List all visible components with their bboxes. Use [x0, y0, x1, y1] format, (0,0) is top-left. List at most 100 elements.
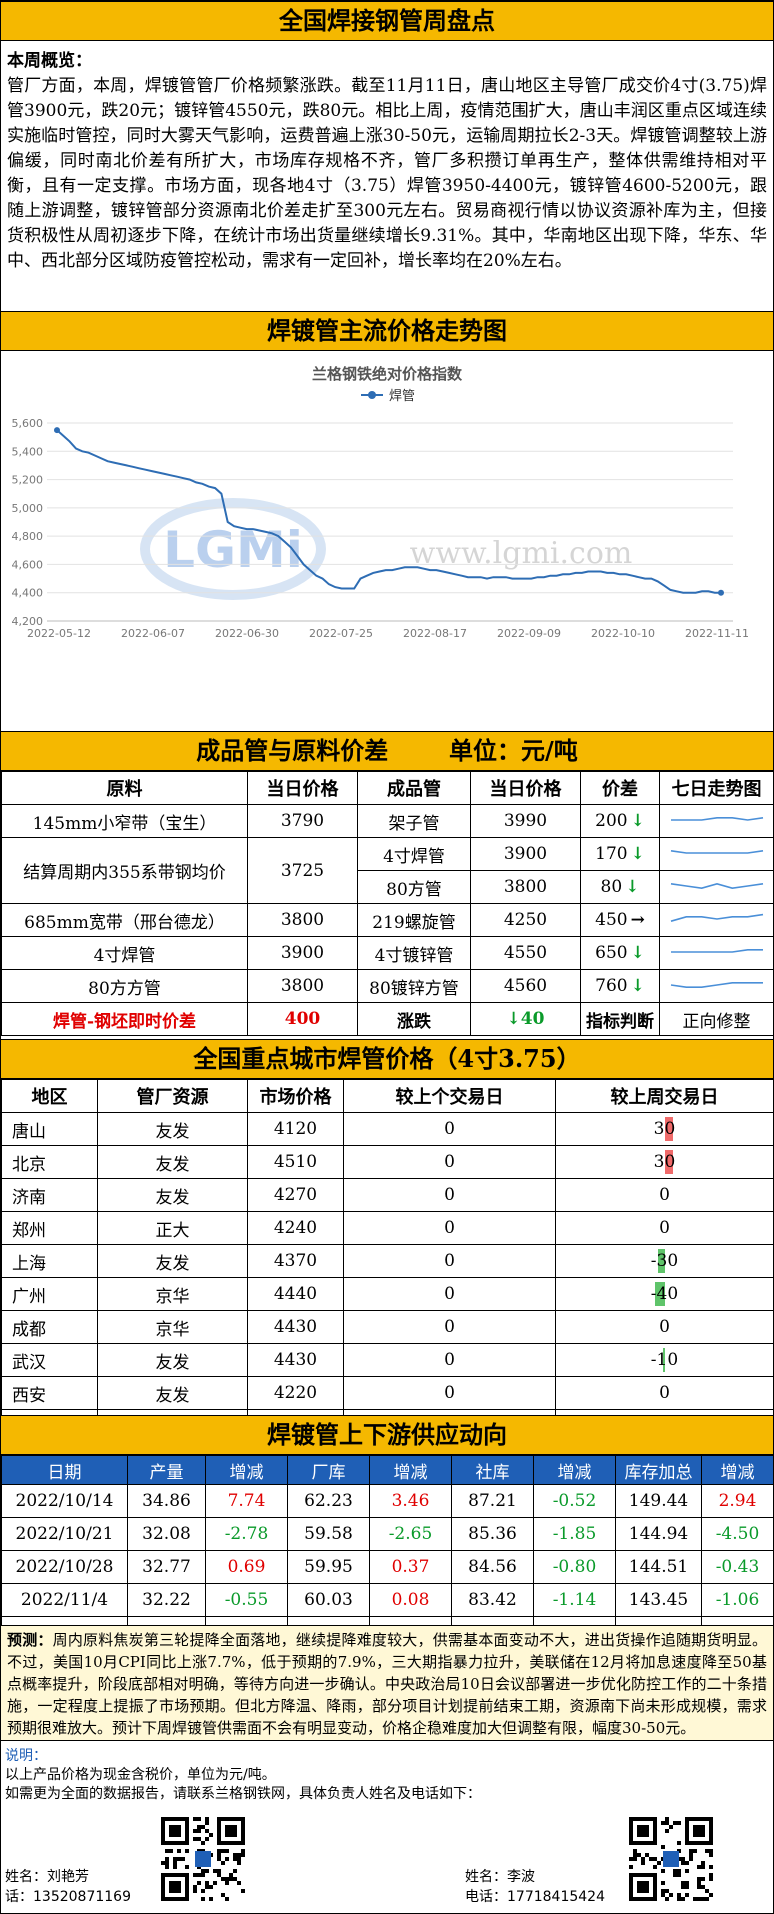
spread-value: 650 ↓ [580, 936, 660, 970]
market-price: 4510 [247, 1145, 344, 1179]
change-bar [665, 1150, 673, 1174]
arrow-down-icon: ↓ [630, 943, 645, 963]
supply-social: 83.42 [451, 1583, 534, 1617]
col-mill: 管厂资源 [97, 1079, 248, 1113]
market-price: 4240 [247, 1211, 344, 1245]
chart-title: 兰格钢铁绝对价格指数 [312, 365, 463, 383]
city-row: 唐山 友发 4120 0 30 [1, 1112, 774, 1146]
supply-date: 2022/11/4 [1, 1583, 128, 1617]
product-price: 3800 [470, 870, 581, 904]
supply-total: 144.94 [615, 1517, 702, 1551]
spread-table: 原料 当日价格 成品管 当日价格 价差 七日走势图 145mm小窄带（宝生） 37… [1, 771, 774, 1036]
supply-date: 2022/10/14 [1, 1484, 128, 1518]
product-name: 80方管 [357, 870, 471, 904]
y-tick-label: 4,600 [12, 558, 44, 571]
market-price: 4430 [247, 1343, 344, 1377]
y-tick-label: 5,200 [12, 474, 44, 487]
supply-c4: -1.06 [701, 1583, 774, 1617]
supply-mill: 59.58 [287, 1517, 370, 1551]
supply-social: 87.21 [451, 1484, 534, 1518]
supply-c3: -1.14 [533, 1583, 616, 1617]
supply-section-header: 焊镀管上下游供应动向 [1, 1415, 773, 1455]
y-tick-label: 5,600 [12, 417, 44, 430]
x-tick-label: 2022-11-11 [685, 627, 749, 640]
supply-mill: 60.03 [287, 1583, 370, 1617]
spread-unit: 单位：元/吨 [448, 736, 578, 765]
supply-col: 日期 [1, 1455, 128, 1485]
sparkline [670, 949, 763, 953]
sparkline-cell [659, 969, 774, 1003]
region: 广州 [1, 1277, 98, 1311]
arrow-down-icon: ↓ [630, 811, 645, 831]
watermark-logo: LGMi [163, 521, 303, 579]
y-tick-label: 4,400 [12, 587, 44, 600]
mill: 友发 [97, 1244, 248, 1278]
city-row: 武汉 友发 4430 0 -10 [1, 1343, 774, 1377]
mill: 京华 [97, 1277, 248, 1311]
region: 济南 [1, 1178, 98, 1212]
y-tick-label: 4,800 [12, 530, 44, 543]
raw-name: 685mm宽带（邢台德龙） [1, 903, 248, 937]
sparkline [670, 982, 763, 988]
notes-line2: 如需更为全面的数据报告，请联系兰格钢铁网，具体负责人姓名及电话如下： [5, 1786, 481, 1802]
indicator-value: 正向修整 [659, 1002, 774, 1036]
col-region: 地区 [1, 1079, 98, 1113]
x-tick-label: 2022-09-09 [497, 627, 561, 640]
supply-c1: 0.69 [205, 1550, 288, 1584]
vs-prev-week-value: 0 [659, 1185, 670, 1205]
arrow-down-icon: ↓ [630, 976, 645, 996]
supply-total: 143.45 [615, 1583, 702, 1617]
supply-table: 日期 产量 增减 厂库 增减 社库 增减 库存加总 增减 2022/10/14 34.86 7.74… [1, 1455, 774, 1650]
col-spark: 七日走势图 [659, 771, 774, 805]
product-name: 219螺旋管 [357, 903, 471, 937]
contact-2: 姓名：李波 电话：17718415424 [465, 1867, 605, 1907]
vs-prev-week: -10 [555, 1343, 774, 1377]
price-trend-chart: 兰格钢铁绝对价格指数 焊管 LGMi www.lgmi.com 4,200 4,4… [12, 365, 749, 640]
market-price: 4220 [247, 1376, 344, 1410]
raw-name: 145mm小窄带（宝生） [1, 804, 248, 838]
supply-total: 144.51 [615, 1550, 702, 1584]
vs-prev-day: 0 [343, 1376, 556, 1410]
raw-price: 3725 [247, 837, 358, 904]
spread-number: 760 [595, 976, 628, 996]
legend-label: 焊管 [389, 388, 415, 404]
spread-footer-value: 400 [247, 1002, 358, 1036]
spread-row: 4寸焊管 3900 4寸镀锌管 4550 650 ↓ [1, 936, 774, 970]
supply-c1: -0.55 [205, 1583, 288, 1617]
page-title: 全国焊接钢管周盘点 [1, 1, 773, 41]
supply-row: 2022/11/4 32.22 -0.55 60.03 0.08 83.42 -1.14 14… [1, 1583, 774, 1617]
change-bar [655, 1282, 665, 1306]
vs-prev-week-value: 0 [659, 1218, 670, 1238]
vs-prev-day: 0 [343, 1244, 556, 1278]
supply-col: 库存加总 [615, 1455, 702, 1485]
change-value: ↓40 [470, 1002, 581, 1036]
vs-prev-week: 30 [555, 1112, 774, 1146]
spread-row: 685mm宽带（邢台德龙） 3800 219螺旋管 4250 450 → [1, 903, 774, 937]
vs-prev-day: 0 [343, 1112, 556, 1146]
supply-date: 2022/10/21 [1, 1517, 128, 1551]
sparkline [670, 850, 763, 854]
raw-price: 3900 [247, 936, 358, 970]
vs-prev-week-value: 30 [653, 1152, 676, 1172]
sparkline [670, 882, 763, 890]
vs-prev-week-value: -40 [650, 1284, 679, 1304]
region: 上海 [1, 1244, 98, 1278]
sparkline-cell [659, 903, 774, 937]
spread-value: 80 ↓ [580, 870, 660, 904]
sparkline [670, 817, 763, 821]
region: 武汉 [1, 1343, 98, 1377]
forecast-box: 预测：周内原料焦炭第三轮提降全面落地，继续提降难度较大，供需基本面变动不大，进出… [1, 1625, 773, 1741]
spread-title: 成品管与原料价差 [196, 736, 389, 765]
raw-price: 3800 [247, 903, 358, 937]
trend-section-header: 焊镀管主流价格走势图 [1, 311, 773, 351]
spread-number: 650 [595, 943, 628, 963]
supply-social: 84.56 [451, 1550, 534, 1584]
spread-value: 450 → [580, 903, 660, 937]
supply-row: 2022/10/28 32.77 0.69 59.95 0.37 84.56 -0.80 14… [1, 1550, 774, 1584]
data-point-last [718, 589, 724, 596]
city-row: 西安 友发 4220 0 0 [1, 1376, 774, 1410]
overview-label: 本周概览： [7, 51, 92, 71]
vs-prev-week: -30 [555, 1244, 774, 1278]
arrow-right-icon: → [630, 910, 645, 930]
